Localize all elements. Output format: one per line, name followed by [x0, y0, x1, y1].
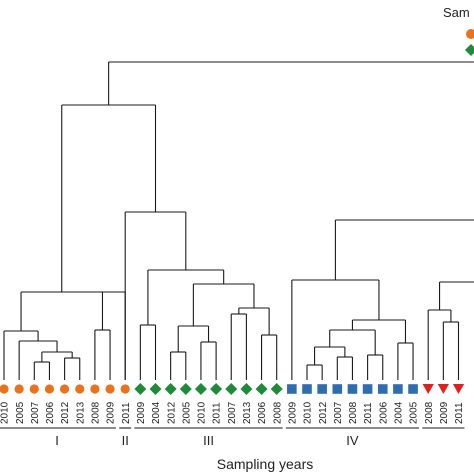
leaf-year-label: 2010 — [197, 401, 208, 424]
leaf-year-label: 2008 — [272, 401, 283, 424]
leaf-marker-square — [287, 384, 297, 394]
leaf-markers — [0, 383, 465, 395]
leaf-marker-diamond — [240, 383, 253, 395]
leaf-marker-diamond — [134, 383, 147, 395]
leaf-year-label: 2011 — [212, 402, 223, 424]
leaf-year-label: 2006 — [378, 401, 389, 424]
leaf-year-label: 2004 — [394, 401, 405, 424]
leaf-year-label: 2012 — [60, 401, 71, 424]
leaf-marker-diamond — [164, 383, 177, 395]
leaf-marker-circle — [44, 384, 55, 394]
leaf-year-label: 2011 — [363, 402, 374, 424]
leaf-marker-square — [302, 384, 312, 394]
group-label: IV — [346, 433, 359, 448]
leaf-marker-triangle — [452, 384, 465, 394]
x-axis-title: Sampling years — [217, 456, 314, 472]
legend-marker-circle — [466, 29, 474, 39]
leaf-year-label: 2007 — [30, 401, 41, 424]
leaf-year-label: 2009 — [287, 401, 298, 424]
leaf-marker-diamond — [210, 383, 223, 395]
leaf-marker-square — [347, 384, 358, 394]
leaf-year-label: 2010 — [0, 401, 11, 424]
leaf-year-label: 2013 — [75, 401, 86, 424]
leaf-year-label: 2006 — [45, 401, 56, 424]
leaf-year-label: 2007 — [333, 401, 344, 424]
leaf-marker-triangle — [437, 384, 449, 394]
leaf-marker-square — [377, 384, 388, 394]
leaf-marker-square — [362, 384, 373, 394]
dendrogram-tree — [3, 61, 474, 380]
leaf-marker-square — [393, 384, 403, 394]
leaf-year-label: 2006 — [257, 401, 268, 424]
legend-marker-diamond — [465, 44, 474, 56]
leaf-marker-triangle — [422, 384, 434, 394]
leaf-marker-diamond — [225, 383, 238, 395]
leaf-year-label: 2012 — [318, 401, 329, 424]
leaf-year-label: 2005 — [181, 401, 192, 424]
leaf-marker-square — [332, 384, 343, 394]
group-label: I — [55, 433, 59, 448]
group-label: II — [122, 433, 129, 448]
leaf-year-label: 2010 — [303, 401, 314, 424]
leaf-year-label: 2005 — [409, 401, 420, 424]
leaf-marker-circle — [14, 384, 24, 394]
leaf-year-label: 2008 — [348, 401, 359, 424]
leaf-year-label: 2008 — [424, 401, 435, 424]
leaf-marker-circle — [60, 384, 70, 394]
leaf-marker-circle — [105, 384, 115, 394]
leaf-marker-diamond — [270, 383, 283, 395]
leaf-year-label: 2011 — [121, 402, 132, 424]
leaf-marker-diamond — [255, 383, 268, 395]
leaf-year-label: 2008 — [91, 401, 102, 424]
leaf-marker-diamond — [179, 383, 192, 395]
leaf-marker-square — [317, 384, 327, 394]
leaf-marker-square — [408, 384, 418, 394]
leaf-year-label: 2012 — [166, 401, 177, 424]
leaf-marker-circle — [29, 384, 39, 394]
leaf-marker-circle — [120, 384, 130, 394]
leaf-year-label: 2013 — [242, 401, 253, 424]
leaf-year-label: 2011 — [454, 402, 465, 424]
legend-title: Sam — [443, 5, 470, 20]
group-label: III — [203, 433, 214, 448]
leaf-marker-diamond — [194, 383, 207, 395]
leaf-year-label: 2009 — [106, 401, 117, 424]
leaf-year-label: 2005 — [15, 401, 26, 424]
leaf-year-labels: 2010 2005 2007 2006 2012 2013 2008 2009 2011 2009… — [0, 401, 465, 424]
legend: Sam — [443, 5, 474, 56]
leaf-marker-diamond — [149, 383, 162, 395]
leaf-marker-circle — [90, 384, 100, 394]
leaf-year-label: 2009 — [136, 401, 147, 424]
leaf-marker-circle — [0, 384, 9, 394]
leaf-year-label: 2007 — [227, 401, 238, 424]
leaf-year-label: 2009 — [439, 401, 450, 424]
group-brackets: I II III IV — [0, 427, 465, 448]
leaf-year-label: 2004 — [151, 401, 162, 424]
leaf-marker-circle — [75, 384, 85, 394]
